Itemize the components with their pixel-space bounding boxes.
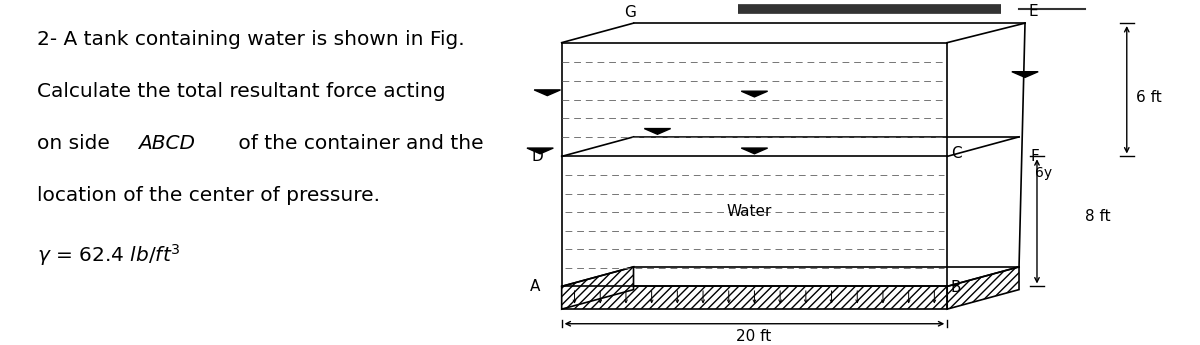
Text: on side: on side xyxy=(37,134,116,152)
Text: 6y: 6y xyxy=(1034,166,1051,180)
Text: 20 ft: 20 ft xyxy=(736,328,770,344)
Polygon shape xyxy=(562,286,947,309)
Polygon shape xyxy=(742,148,768,154)
Text: location of the center of pressure.: location of the center of pressure. xyxy=(37,186,380,205)
Polygon shape xyxy=(562,267,634,309)
Text: C: C xyxy=(950,146,961,161)
Text: B: B xyxy=(950,279,961,295)
Text: F: F xyxy=(1031,149,1039,164)
Text: ABCD: ABCD xyxy=(138,134,194,152)
Text: Water: Water xyxy=(727,204,773,219)
Text: G: G xyxy=(624,5,636,20)
Text: 2- A tank containing water is shown in Fig.: 2- A tank containing water is shown in F… xyxy=(37,30,464,49)
Text: 6 ft: 6 ft xyxy=(1136,90,1162,105)
Text: A: A xyxy=(529,279,540,294)
Text: $\it{\gamma}$ = 62.4 $\it{lb/ft}$$^3$: $\it{\gamma}$ = 62.4 $\it{lb/ft}$$^3$ xyxy=(37,243,180,268)
Polygon shape xyxy=(534,90,560,96)
Text: E: E xyxy=(1028,4,1038,19)
Text: 8 ft: 8 ft xyxy=(1085,209,1110,224)
Polygon shape xyxy=(947,267,1019,309)
Polygon shape xyxy=(742,91,768,97)
Polygon shape xyxy=(527,148,553,154)
Polygon shape xyxy=(1012,72,1038,77)
Text: Calculate the total resultant force acting: Calculate the total resultant force acti… xyxy=(37,82,446,101)
Text: D: D xyxy=(532,149,544,164)
Text: of the container and the: of the container and the xyxy=(233,134,484,152)
Polygon shape xyxy=(644,129,671,134)
